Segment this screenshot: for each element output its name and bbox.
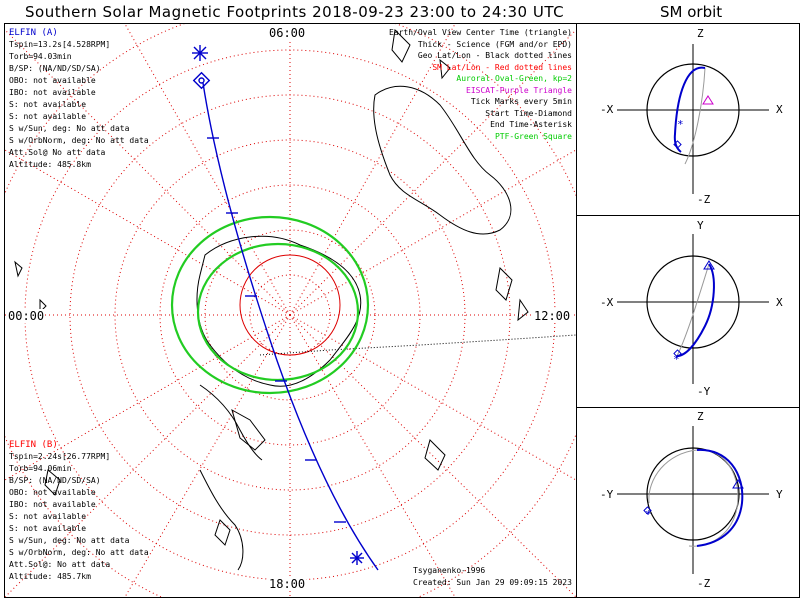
start-time-diamond [192,71,211,90]
orbit-plot-yz: * [617,426,769,574]
elfin-b-line: Torb=94.06min [9,464,72,473]
elfin-a-info: ELFIN (A) Tspin=13.2s[4.528RPM] Torb=94.… [9,27,149,171]
elfin-b-info: ELFIN (B) Tspin=2.24s[26.77RPM] Torb=94.… [9,439,149,583]
elfin-a-line: Altitude: 485.8km [9,160,91,169]
orbit-plot-xz: * [617,44,769,194]
legend-item: Thick - Science (FGM and/or EPD) [417,39,572,49]
legend-item: Earth/Oval View Center Time (triangle) [388,28,572,37]
elfin-b-line: Att.Sol@: No att data [9,560,111,569]
elfin-a-line: S w/Sun, deg: No att data [9,124,130,133]
elfin-b-line: S w/Sun, deg: No att data [9,536,130,545]
orbit-plot-xy: * [617,234,769,384]
elfin-a-line: B/SP: (NA/ND/SD/SA) [9,64,101,73]
coastlines [14,28,529,571]
elfin-a-line: Torb=94.03min [9,52,72,61]
elfin-b-line: OBO: not available [9,488,96,497]
clock-label-top: 06:00 [268,26,307,40]
panel1-left-label: -X [600,103,614,116]
legend-item: SM Lat/Lon - Red dotted lines [432,62,572,72]
clock-label-left: 00:00 [7,309,46,323]
elfin-b-line: S: not available [9,512,87,521]
panel2-right-label: X [776,296,783,309]
panel3-top-label: Z [697,410,704,423]
end-time-asterisk [192,45,364,565]
panel1-bottom-label: -Z [697,193,711,206]
elfin-b-line: IBO: not available [9,500,96,509]
elfin-a-line: Tspin=13.2s[4.528RPM] [9,40,111,49]
sm-longitude-lines [5,24,576,597]
elfin-b-line: Altitude: 485.7km [9,572,91,581]
legend-item: Auroral Oval-Green, kp=2 [456,74,572,83]
svg-text:*: * [677,118,684,131]
panel3-right-label: Y [776,488,783,501]
legend-item: Tick Marks every 5min [470,97,572,106]
panel2-bottom-label: -Y [697,385,711,398]
elfin-b-name: ELFIN (B) [9,440,58,450]
orbit-panel-title: SM orbit [660,3,723,21]
page-title: Southern Solar Magnetic Footprints 2018-… [25,3,565,21]
panel2-top-label: Y [697,219,704,232]
elfin-a-tick-marks [207,137,346,523]
elfin-a-line: S: not available [9,112,87,121]
panel1-right-label: X [776,103,783,116]
legend-item: Start Time-Diamond [485,108,572,118]
elfin-b-line: S w/OrbNorm, deg: No att data [9,548,149,557]
legend-item: EISCAT-Purple Triangle [466,85,572,95]
panel3-bottom-label: -Z [697,577,711,590]
elfin-a-line: S w/OrbNorm, deg: No att data [9,136,149,145]
elfin-a-line: OBO: not available [9,76,96,85]
elfin-b-line: B/SP: (NA/ND/SD/SA) [9,476,101,485]
created-timestamp: Created: Sun Jan 29 09:09:15 2023 [413,578,572,587]
elfin-a-name: ELFIN (A) [9,28,58,38]
model-label: Tsyganenko-1996 [413,566,486,575]
legend: Earth/Oval View Center Time (triangle) T… [389,27,572,142]
legend-item: End Time-Asterisk [490,120,572,129]
panel2-left-label: -X [600,296,614,309]
auroral-oval [170,215,370,395]
elfin-a-line: S: not available [9,100,87,109]
legend-item: PTF-Green Square [494,131,572,141]
elfin-a-track [202,82,379,571]
elfin-b-line: Tspin=2.24s[26.77RPM] [9,452,111,461]
clock-label-bottom: 18:00 [268,577,307,591]
elfin-a-line: Att.Sol@ No att data [9,148,106,157]
clock-label-right: 12:00 [533,309,572,323]
svg-text:*: * [673,353,680,366]
elfin-a-line: IBO: not available [9,88,96,97]
panel3-left-label: -Y [600,488,614,501]
svg-text:*: * [645,508,652,521]
panel1-top-label: Z [697,27,704,40]
legend-item: Geo Lat/Lon - Black dotted lines [417,51,572,60]
elfin-b-line: S: not available [9,524,87,533]
